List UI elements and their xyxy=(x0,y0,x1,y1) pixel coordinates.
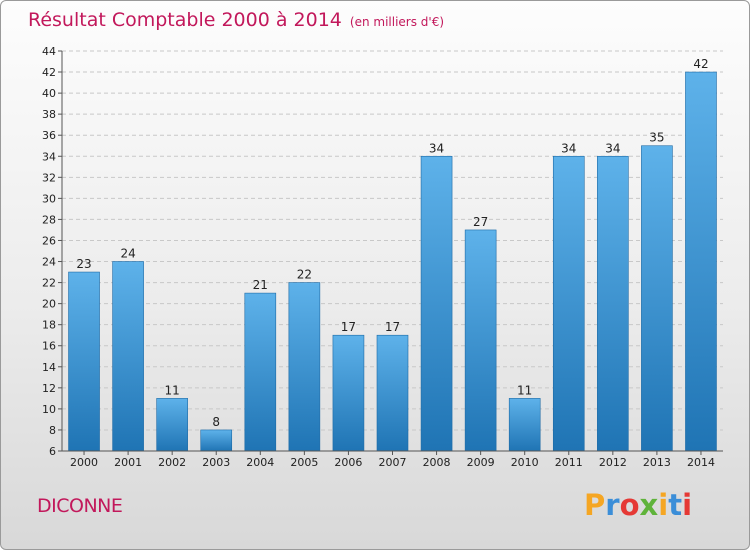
bar-2009 xyxy=(464,229,497,452)
bars: 23 24 11 8 21 22 17 17 34 27 11 34 34 35 42 xyxy=(68,57,717,452)
logo-letter: i xyxy=(682,488,693,522)
x-tick-label: 2000 xyxy=(70,456,98,469)
y-tick-label: 16 xyxy=(42,340,56,353)
y-tick-label: 40 xyxy=(42,87,56,100)
chart-title-block: Résultat Comptable 2000 à 2014 (en millie… xyxy=(28,9,444,31)
logo-letter: o xyxy=(619,488,640,522)
y-tick-label: 18 xyxy=(42,319,56,332)
bar-2001 xyxy=(112,261,144,452)
x-tick-label: 2009 xyxy=(467,456,495,469)
x-tick-label: 2012 xyxy=(599,456,627,469)
y-axis: 6 8 10 12 14 16 18 20 22 24 26 28 30 32 34 36 38 40 42 44 xyxy=(42,45,63,458)
x-tick-label: 2004 xyxy=(246,456,274,469)
logo-letter: i xyxy=(658,488,669,522)
bar-2000 xyxy=(68,271,100,452)
data-label: 34 xyxy=(561,141,576,155)
data-label: 11 xyxy=(517,383,532,397)
data-label: 11 xyxy=(165,383,180,397)
data-label: 23 xyxy=(76,257,91,271)
chart-title: Résultat Comptable 2000 à 2014 xyxy=(28,9,342,31)
data-label: 34 xyxy=(429,141,444,155)
bar-2004 xyxy=(244,292,277,452)
y-tick-label: 6 xyxy=(49,445,56,458)
commune-name: DICONNE xyxy=(37,495,123,517)
y-tick-label: 8 xyxy=(49,424,56,437)
y-tick-label: 24 xyxy=(42,256,56,269)
y-tick-label: 10 xyxy=(42,403,56,416)
x-tick-label: 2005 xyxy=(290,456,318,469)
data-label: 34 xyxy=(605,141,620,155)
x-tick-label: 2006 xyxy=(334,456,362,469)
y-tick-label: 14 xyxy=(42,361,56,374)
x-axis: 2000 2001 2002 2003 2004 2005 2006 2007 2008 2009… xyxy=(62,450,723,469)
bar-2006 xyxy=(332,334,365,452)
bar-2007 xyxy=(376,334,409,452)
data-label: 21 xyxy=(253,278,268,292)
x-tick-label: 2013 xyxy=(643,456,671,469)
bar-2012 xyxy=(597,155,629,452)
bar-2003 xyxy=(200,429,233,452)
chart-subtitle: (en milliers d'€) xyxy=(349,15,445,29)
data-label: 42 xyxy=(693,57,708,71)
y-tick-label: 30 xyxy=(42,192,56,205)
data-label: 24 xyxy=(120,247,135,261)
bar-2013 xyxy=(641,145,673,452)
y-tick-label: 26 xyxy=(42,234,56,247)
bar-2005 xyxy=(288,282,321,452)
x-tick-label: 2003 xyxy=(202,456,230,469)
bar-2014 xyxy=(685,71,717,452)
data-label: 17 xyxy=(385,320,400,334)
y-tick-label: 28 xyxy=(42,213,56,226)
y-tick-label: 12 xyxy=(42,382,56,395)
logo-letter: P xyxy=(584,488,606,522)
data-label: 22 xyxy=(297,268,312,282)
data-label: 35 xyxy=(649,131,664,145)
x-tick-label: 2010 xyxy=(511,456,539,469)
y-tick-label: 44 xyxy=(42,45,56,58)
x-tick-label: 2014 xyxy=(687,456,715,469)
bar-2008 xyxy=(420,155,453,452)
y-tick-label: 42 xyxy=(42,66,56,79)
x-tick-label: 2002 xyxy=(158,456,186,469)
bar-2011 xyxy=(552,155,585,452)
data-label: 8 xyxy=(212,415,220,429)
logo-letter: r xyxy=(605,488,620,522)
x-tick-label: 2011 xyxy=(555,456,583,469)
data-label: 27 xyxy=(473,215,488,229)
bar-2010 xyxy=(508,398,541,452)
x-tick-label: 2008 xyxy=(423,456,451,469)
y-tick-label: 38 xyxy=(42,108,56,121)
y-tick-label: 20 xyxy=(42,298,56,311)
data-label: 17 xyxy=(341,320,356,334)
bar-2002 xyxy=(156,398,188,452)
x-tick-label: 2007 xyxy=(379,456,407,469)
logo-letter: t xyxy=(668,488,683,522)
y-tick-label: 22 xyxy=(42,277,56,290)
logo-letter: x xyxy=(639,488,659,522)
y-tick-label: 32 xyxy=(42,171,56,184)
proxiti-logo: Proxiti xyxy=(584,488,692,522)
y-tick-label: 36 xyxy=(42,129,56,142)
x-tick-label: 2001 xyxy=(114,456,142,469)
y-tick-label: 34 xyxy=(42,150,56,163)
